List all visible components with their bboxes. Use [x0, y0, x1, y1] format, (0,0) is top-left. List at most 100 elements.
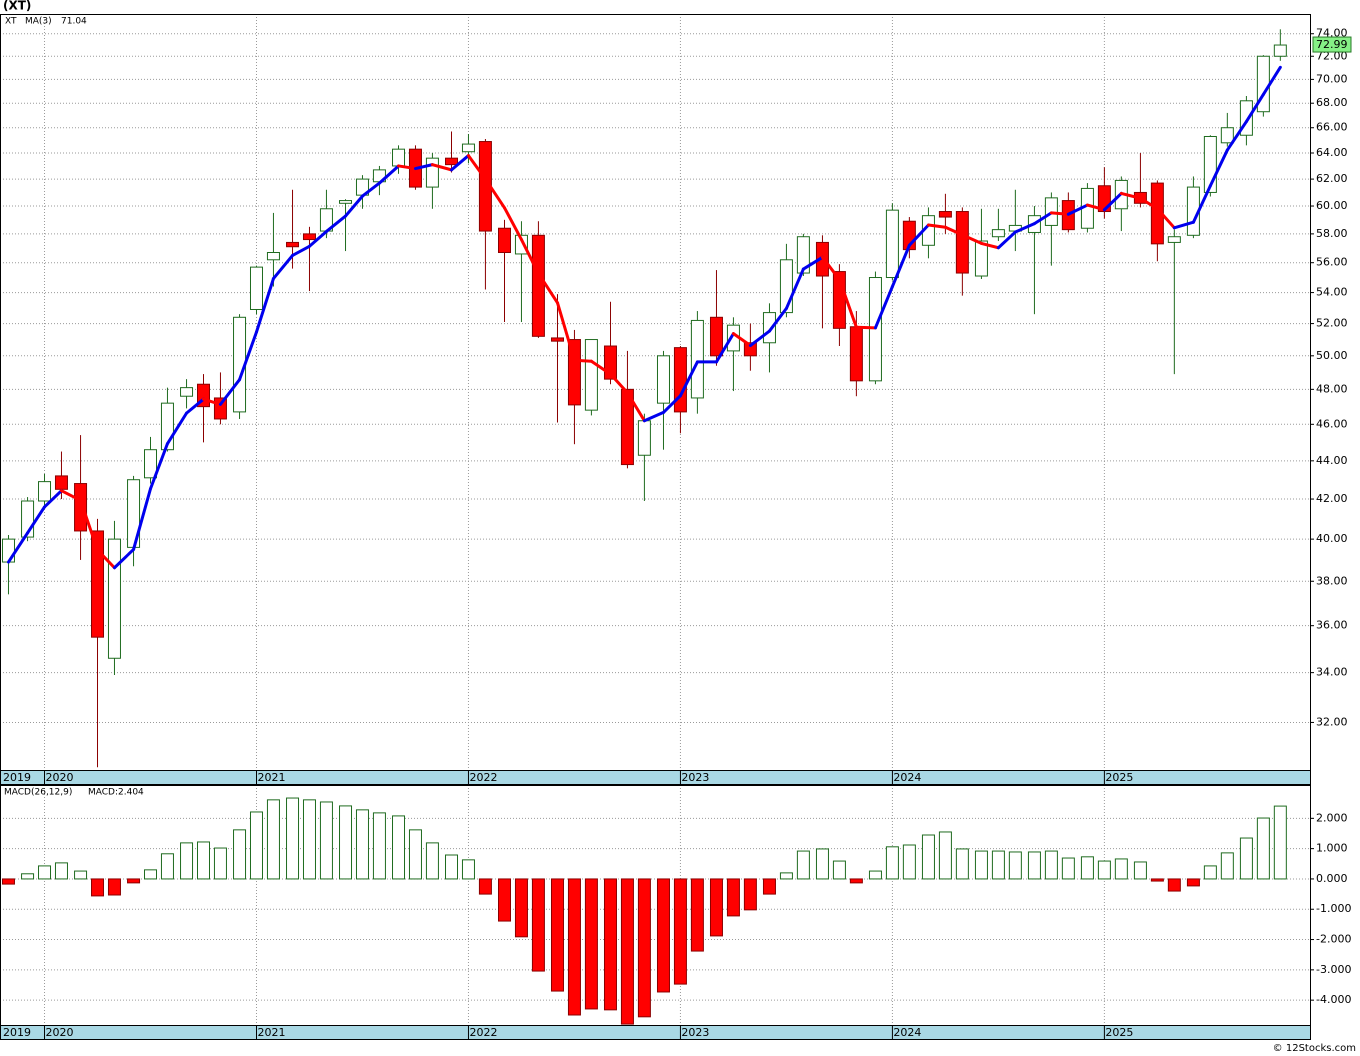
- ma-line: [6, 531, 30, 564]
- candle-body: [673, 347, 687, 413]
- y-tick-label: 56.00: [1316, 256, 1348, 269]
- ma-line: [678, 360, 699, 398]
- macd-bar: [21, 873, 35, 880]
- macd-bar: [1239, 837, 1253, 880]
- candle-body: [584, 339, 598, 411]
- ma-line: [625, 391, 646, 423]
- ma-line: [59, 489, 83, 502]
- candle-body: [286, 241, 300, 248]
- ma-line: [801, 255, 824, 271]
- candle-body: [392, 148, 406, 167]
- macd-bar: [107, 878, 121, 896]
- ma-line: [784, 267, 805, 310]
- ma-line: [1013, 222, 1036, 234]
- macd-bar: [514, 878, 528, 938]
- y-tick-label: 70.00: [1316, 72, 1348, 85]
- macd-bar: [160, 853, 174, 880]
- ma-line: [483, 177, 506, 210]
- candle-body: [620, 388, 634, 466]
- y-tick-label: 1.000: [1316, 842, 1348, 855]
- candle-body: [38, 481, 52, 502]
- macd-bar: [637, 878, 651, 1018]
- ma-line: [1155, 207, 1176, 230]
- macd-bar: [1, 878, 15, 885]
- ma-line: [572, 358, 593, 363]
- macd-bar: [319, 801, 333, 880]
- candle-body: [107, 538, 121, 659]
- macd-bar: [1167, 878, 1181, 892]
- macd-bar: [196, 841, 210, 880]
- last-price-label: 72.99: [1316, 38, 1348, 51]
- macd-bar: [91, 878, 105, 897]
- candle-body: [1, 538, 15, 563]
- macd-bar: [1114, 858, 1128, 880]
- ma-line: [589, 359, 612, 376]
- candle-body: [991, 229, 1005, 238]
- y-tick-label: 52.00: [1316, 317, 1348, 330]
- ma-line: [979, 241, 1000, 250]
- ma-line: [238, 330, 258, 382]
- candle-body: [54, 475, 68, 490]
- y-tick-label: 36.00: [1316, 619, 1348, 632]
- candle-body: [144, 449, 158, 479]
- candle-body: [656, 355, 670, 404]
- x-tick-label: 2025: [1105, 771, 1133, 784]
- ma-line: [996, 230, 1017, 250]
- candle-body: [849, 326, 863, 382]
- candle-body: [762, 312, 776, 344]
- macd-bar: [1008, 851, 1022, 880]
- macd-bar: [1061, 857, 1075, 880]
- x-tick-label: 2022: [469, 1026, 497, 1039]
- x-tick-label: 2022: [469, 771, 497, 784]
- ma-line: [926, 223, 947, 229]
- macd-bar: [425, 842, 439, 880]
- ma-line: [661, 394, 682, 414]
- y-tick-label: 34.00: [1316, 666, 1348, 679]
- candle-body: [885, 209, 899, 279]
- candle-body: [938, 211, 952, 218]
- legend-symbol: XT: [5, 17, 17, 27]
- candle-body: [266, 252, 280, 261]
- ma-line: [837, 277, 858, 329]
- ma-line: [1191, 184, 1212, 224]
- ma-line: [642, 410, 665, 423]
- macd-bar: [372, 812, 386, 880]
- candle-body: [1273, 44, 1287, 57]
- ma-line: [1138, 196, 1159, 211]
- x-tick-label: 2023: [681, 1026, 709, 1039]
- ma-line: [201, 397, 222, 406]
- ma-line: [960, 233, 983, 245]
- candle-body: [461, 143, 475, 153]
- ma-line: [1261, 65, 1282, 96]
- candle-body: [497, 227, 511, 254]
- candle-body: [74, 483, 88, 532]
- ma-line: [43, 489, 63, 509]
- macd-bar: [408, 829, 422, 880]
- macd-bar: [726, 878, 740, 917]
- y-tick-label: 48.00: [1316, 382, 1348, 395]
- x-tick-label: 2020: [46, 1026, 74, 1039]
- ma-line: [149, 442, 169, 491]
- ma-line: [96, 548, 116, 570]
- ma-line: [132, 487, 153, 551]
- ma-line: [254, 277, 275, 334]
- candle-body: [637, 420, 651, 456]
- legend-value: 71.04: [61, 17, 87, 27]
- ma-line: [943, 225, 964, 237]
- y-tick-label: 66.00: [1316, 121, 1348, 134]
- candle-body: [425, 157, 439, 188]
- y-tick-label: 46.00: [1316, 417, 1348, 430]
- ma-line: [854, 325, 877, 330]
- candle-body: [690, 319, 704, 399]
- macd-bar: [656, 878, 670, 993]
- y-tick-label: -4.000: [1316, 993, 1351, 1006]
- macd-bar: [868, 870, 882, 880]
- y-tick-label: 60.00: [1316, 199, 1348, 212]
- ma-line: [291, 244, 311, 257]
- plot-border: [0, 785, 1311, 1026]
- ma-line: [165, 411, 189, 446]
- candle-body: [974, 240, 988, 277]
- ma-line: [1085, 203, 1106, 212]
